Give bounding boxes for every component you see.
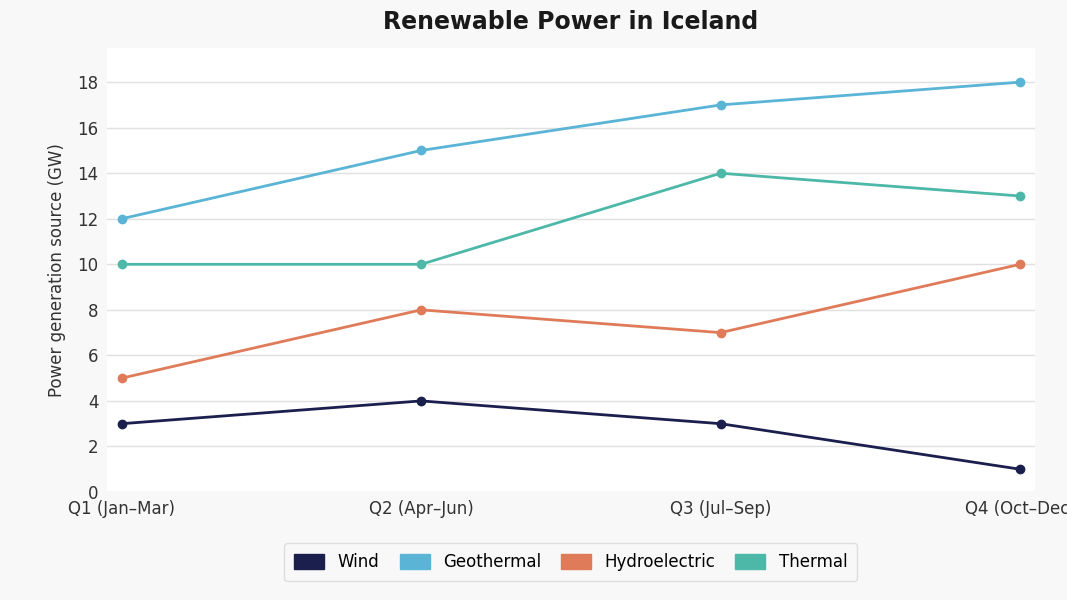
Wind bbox=[1014, 466, 1026, 473]
Geothermal bbox=[714, 101, 727, 109]
Title: Renewable Power in Iceland: Renewable Power in Iceland bbox=[383, 10, 759, 34]
Wind bbox=[415, 397, 428, 404]
Hydroelectric bbox=[415, 306, 428, 313]
Thermal bbox=[115, 261, 128, 268]
Geothermal bbox=[415, 147, 428, 154]
Thermal bbox=[714, 170, 727, 177]
Hydroelectric bbox=[115, 374, 128, 382]
Thermal bbox=[415, 261, 428, 268]
Y-axis label: Power generation source (GW): Power generation source (GW) bbox=[48, 143, 66, 397]
Geothermal bbox=[115, 215, 128, 223]
Legend: Wind, Geothermal, Hydroelectric, Thermal: Wind, Geothermal, Hydroelectric, Thermal bbox=[285, 544, 857, 581]
Geothermal bbox=[1014, 79, 1026, 86]
Line: Thermal: Thermal bbox=[117, 169, 1024, 268]
Hydroelectric bbox=[714, 329, 727, 336]
Line: Hydroelectric: Hydroelectric bbox=[117, 260, 1024, 382]
Line: Geothermal: Geothermal bbox=[117, 78, 1024, 223]
Hydroelectric bbox=[1014, 261, 1026, 268]
Wind bbox=[714, 420, 727, 427]
Wind bbox=[115, 420, 128, 427]
Line: Wind: Wind bbox=[117, 397, 1024, 473]
Thermal bbox=[1014, 193, 1026, 200]
